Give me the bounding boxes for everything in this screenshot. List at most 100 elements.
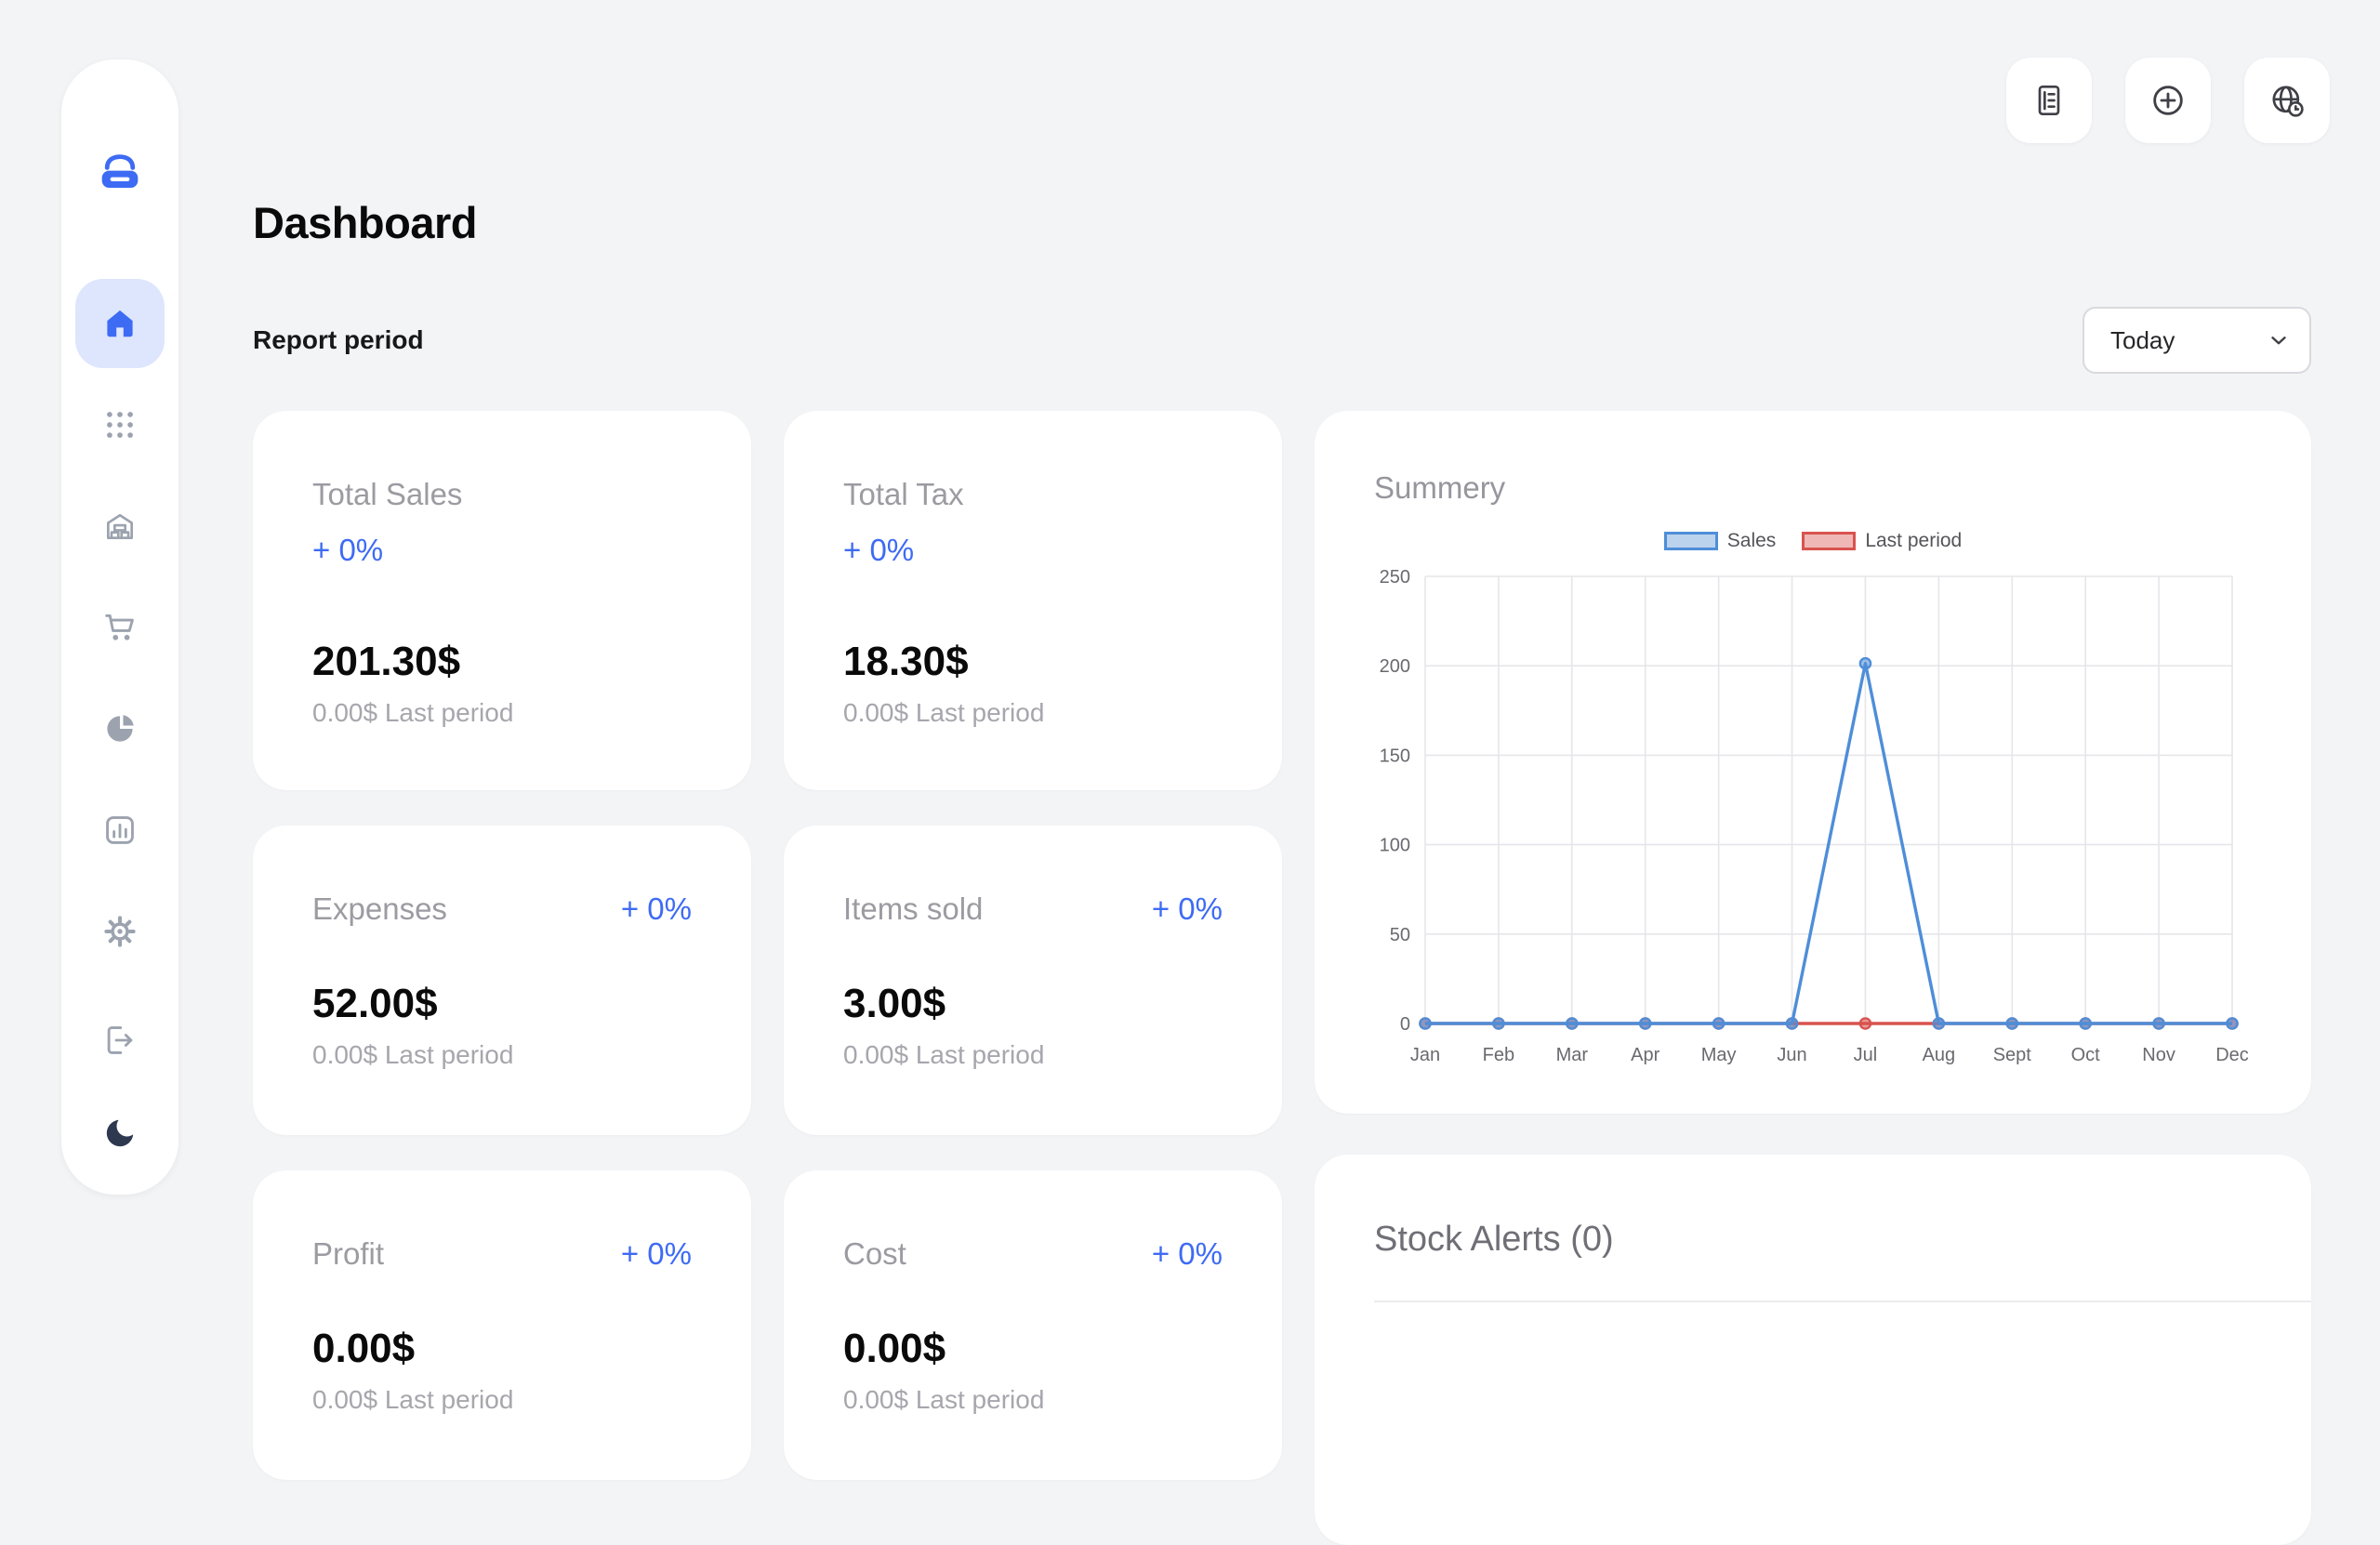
- sidebar-item-apps[interactable]: [75, 380, 165, 469]
- language-button[interactable]: [2244, 58, 2330, 143]
- topbar: [2006, 58, 2330, 143]
- cart-icon: [105, 614, 134, 640]
- stock-alerts-title: Stock Alerts (0): [1374, 1220, 1614, 1259]
- summary-chart: 0 50 100 150 200 250 Jan Feb Mar Apr May Jun Jul Aug S…: [1380, 567, 2249, 1065]
- dark-mode-icon: [106, 1119, 134, 1147]
- logout-icon: [107, 1026, 133, 1054]
- stat-value: 0.00$: [312, 1326, 416, 1371]
- stat-card-total-tax: Total Tax + 0% 18.30$ 0.00$ Last period: [784, 411, 1282, 790]
- svg-text:Jan: Jan: [1410, 1045, 1440, 1065]
- sidebar-item-store[interactable]: [75, 482, 165, 571]
- stat-title: Items sold: [843, 891, 984, 926]
- stock-alerts-card: Stock Alerts (0): [1315, 1155, 2311, 1545]
- sidebar-nav: [75, 279, 165, 976]
- legend-swatch: [1663, 532, 1718, 550]
- main-content: Dashboard Report period Today Total Sale…: [253, 0, 2311, 1545]
- sidebar-item-settings[interactable]: [75, 887, 165, 976]
- chart-legend: Sales Last period: [1315, 530, 2311, 552]
- logout-button[interactable]: [75, 996, 165, 1085]
- stat-subtitle: 0.00$ Last period: [843, 1385, 1045, 1414]
- stat-value: 18.30$: [843, 639, 969, 684]
- stat-delta: + 0%: [312, 533, 384, 567]
- svg-text:Mar: Mar: [1556, 1045, 1589, 1065]
- svg-text:May: May: [1701, 1045, 1737, 1065]
- report-period-value: Today: [2110, 325, 2175, 354]
- dark-mode-toggle[interactable]: [75, 1089, 165, 1178]
- stat-card-profit: Profit + 0% 0.00$ 0.00$ Last period: [253, 1170, 751, 1480]
- stat-delta: + 0%: [1151, 1236, 1223, 1271]
- sidebar-item-reports[interactable]: [75, 684, 165, 773]
- stat-delta: + 0%: [620, 891, 692, 926]
- legend-swatch: [1802, 532, 1857, 550]
- stat-value: 3.00$: [843, 981, 946, 1026]
- report-period-row: Report period Today: [253, 307, 2311, 374]
- chevron-down-icon: [2271, 337, 2286, 345]
- stat-delta: + 0%: [620, 1236, 692, 1271]
- legend-item-last-period[interactable]: Last period: [1802, 530, 1962, 552]
- svg-text:Jul: Jul: [1854, 1045, 1878, 1065]
- stat-title: Cost: [843, 1236, 906, 1271]
- stat-value: 52.00$: [312, 981, 438, 1026]
- stat-title: Total Sales: [312, 477, 463, 511]
- home-icon: [107, 310, 133, 337]
- sidebar-item-orders[interactable]: [75, 583, 165, 672]
- stat-title: Total Tax: [843, 477, 964, 511]
- stat-delta: + 0%: [1151, 891, 1223, 926]
- report-period-select[interactable]: Today: [2082, 307, 2311, 374]
- add-button[interactable]: [2125, 58, 2211, 143]
- legend-label: Sales: [1726, 530, 1777, 551]
- reports-button[interactable]: [2006, 58, 2092, 143]
- sidebar: [61, 59, 178, 1195]
- settings-icon: [104, 916, 136, 947]
- stat-subtitle: 0.00$ Last period: [312, 698, 514, 727]
- stat-card-expenses: Expenses + 0% 52.00$ 0.00$ Last period: [253, 825, 751, 1135]
- legend-item-sales[interactable]: Sales: [1663, 530, 1777, 552]
- summary-title: Summery: [1374, 470, 1506, 505]
- document-icon: [2038, 86, 2060, 116]
- stat-card-cost: Cost + 0% 0.00$ 0.00$ Last period: [784, 1170, 1282, 1480]
- stat-subtitle: 0.00$ Last period: [312, 1040, 514, 1069]
- stat-card-items-sold: Items sold + 0% 3.00$ 0.00$ Last period: [784, 825, 1282, 1135]
- pie-chart-icon: [107, 715, 134, 742]
- svg-text:100: 100: [1380, 836, 1410, 856]
- app-logo-icon: [101, 154, 139, 188]
- summary-card: Summery Sales Last period 0 50 100 150 200 250…: [1315, 411, 2311, 1114]
- svg-text:Apr: Apr: [1631, 1045, 1659, 1065]
- svg-text:Oct: Oct: [2071, 1045, 2101, 1065]
- stat-value: 201.30$: [312, 639, 461, 684]
- app-logo[interactable]: [93, 147, 147, 201]
- svg-text:Jun: Jun: [1777, 1045, 1806, 1065]
- globe-clock-icon: [2272, 86, 2304, 117]
- svg-text:200: 200: [1380, 656, 1410, 677]
- page-title: Dashboard: [253, 198, 478, 247]
- legend-label: Last period: [1865, 530, 1963, 551]
- svg-text:150: 150: [1380, 746, 1410, 766]
- sidebar-item-home[interactable]: [75, 279, 165, 368]
- svg-text:Aug: Aug: [1923, 1045, 1956, 1065]
- svg-text:Dec: Dec: [2215, 1045, 2249, 1065]
- stat-subtitle: 0.00$ Last period: [843, 1040, 1045, 1069]
- stat-card-grid: Total Sales + 0% 201.30$ 0.00$ Last peri…: [253, 411, 1282, 1545]
- stat-title: Expenses: [312, 891, 447, 926]
- stat-value: 0.00$: [843, 1326, 946, 1371]
- sidebar-footer: [75, 996, 165, 1178]
- dashboard-grid: Total Sales + 0% 201.30$ 0.00$ Last peri…: [253, 411, 2311, 1545]
- report-period-label: Report period: [253, 325, 424, 354]
- sidebar-item-analytics[interactable]: [75, 786, 165, 875]
- svg-text:50: 50: [1390, 925, 1410, 945]
- svg-text:Sept: Sept: [1993, 1045, 2032, 1065]
- right-column: Summery Sales Last period 0 50 100 150 200 250…: [1315, 411, 2311, 1545]
- svg-text:0: 0: [1400, 1014, 1410, 1035]
- svg-text:Feb: Feb: [1483, 1045, 1514, 1065]
- store-icon: [106, 513, 134, 540]
- stat-subtitle: 0.00$ Last period: [843, 698, 1045, 727]
- apps-grid-icon: [107, 412, 133, 438]
- stat-card-total-sales: Total Sales + 0% 201.30$ 0.00$ Last peri…: [253, 411, 751, 790]
- svg-text:250: 250: [1380, 567, 1410, 588]
- plus-circle-icon: [2153, 86, 2183, 115]
- analytics-icon: [106, 816, 134, 844]
- svg-text:Nov: Nov: [2142, 1045, 2175, 1065]
- stat-title: Profit: [312, 1236, 385, 1271]
- stat-delta: + 0%: [843, 533, 915, 567]
- divider: [1374, 1301, 2311, 1302]
